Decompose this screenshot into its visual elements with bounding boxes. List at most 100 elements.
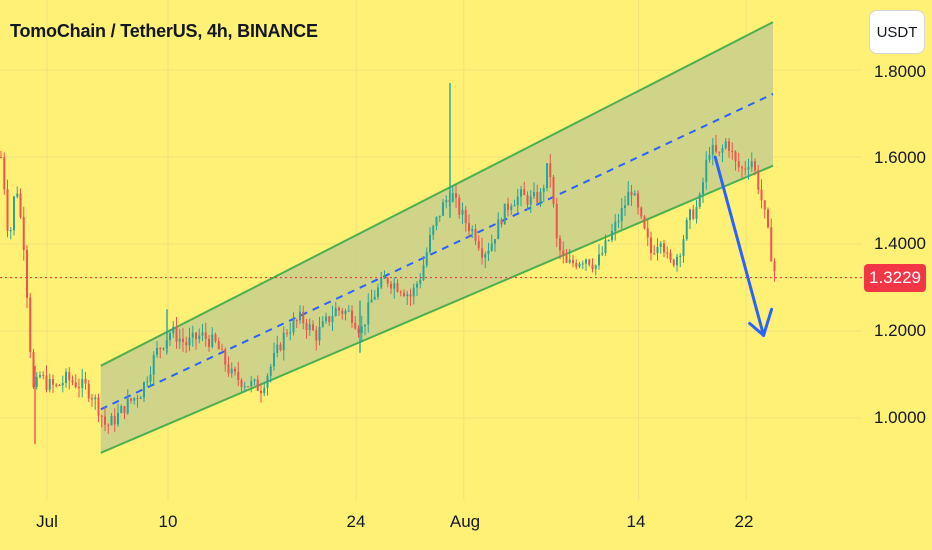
- candle-body: [308, 324, 311, 331]
- candle-body: [370, 299, 373, 303]
- candle-body: [217, 341, 220, 350]
- candle-body: [97, 397, 100, 416]
- candle-body: [48, 378, 51, 390]
- candle-body: [692, 209, 695, 219]
- candle-body: [471, 229, 474, 232]
- candle-body: [377, 287, 379, 297]
- candle-body: [325, 316, 327, 322]
- projection-arrow-shaft: [713, 155, 766, 337]
- candle-body: [559, 238, 561, 251]
- candle-body: [94, 397, 97, 400]
- candle-body: [152, 354, 155, 375]
- candle-body: [763, 200, 766, 210]
- candle-body: [156, 347, 158, 355]
- candle-body: [87, 383, 90, 399]
- candle-body: [474, 229, 477, 241]
- candle-body: [117, 412, 119, 425]
- candle-body: [698, 194, 701, 207]
- candle-body: [22, 216, 25, 251]
- candle-body: [182, 338, 184, 343]
- candle-body: [445, 200, 448, 203]
- candle-body: [575, 263, 578, 267]
- candle-body: [295, 320, 298, 322]
- candle-body: [728, 141, 730, 151]
- candle-body: [331, 316, 334, 322]
- candle-body: [679, 255, 682, 257]
- candle-body: [536, 192, 539, 203]
- candle-body: [643, 216, 646, 229]
- candle-body: [279, 344, 282, 351]
- chart-title: TomoChain / TetherUS, 4h, BINANCE: [10, 21, 318, 41]
- candle-body: [247, 386, 249, 388]
- y-tick-label: 1.4000: [874, 234, 926, 253]
- candle-body: [581, 263, 584, 265]
- candle-body: [13, 196, 15, 231]
- candle-body: [204, 332, 207, 339]
- candle-body: [568, 259, 571, 263]
- candle-body: [286, 332, 288, 334]
- candle-body: [107, 424, 110, 426]
- candle-body: [695, 206, 698, 219]
- candle-body: [630, 191, 633, 196]
- candle-body: [572, 259, 574, 264]
- x-tick-label: 22: [734, 512, 754, 531]
- candle-body: [637, 193, 639, 208]
- candle-body: [578, 263, 581, 267]
- candle-body: [617, 221, 620, 223]
- candle-body: [344, 310, 347, 314]
- candle-body: [9, 230, 12, 232]
- candle-body: [458, 197, 461, 215]
- candle-body: [406, 294, 409, 297]
- candle-body: [32, 352, 35, 388]
- candle-body: [497, 219, 500, 240]
- candle-body: [100, 415, 103, 417]
- candle-body: [178, 338, 181, 342]
- candle-body: [240, 379, 243, 387]
- candle-body: [393, 283, 396, 289]
- candle-body: [669, 252, 672, 260]
- candle-body: [734, 151, 737, 162]
- candle-body: [494, 239, 496, 244]
- candle-body: [269, 366, 272, 376]
- candle-body: [347, 310, 350, 312]
- candle-body: [546, 163, 548, 188]
- candle-body: [289, 332, 292, 334]
- candle-body: [162, 348, 165, 350]
- x-tick-label: 10: [158, 512, 178, 531]
- candle-body: [149, 374, 152, 382]
- candle-body: [438, 215, 441, 218]
- candle-body: [523, 189, 526, 196]
- candle-body: [588, 259, 591, 265]
- candle-body: [191, 332, 194, 338]
- candle-body: [0, 157, 2, 158]
- candle-body: [484, 254, 487, 258]
- x-tick-label: Aug: [449, 512, 481, 531]
- candle-body: [731, 150, 734, 152]
- candle-body: [65, 371, 67, 384]
- candle-body: [282, 332, 285, 351]
- channel-midline: [100, 93, 774, 411]
- candle-body: [367, 302, 370, 325]
- candle-body: [513, 205, 516, 207]
- candle-body: [468, 223, 470, 232]
- candle-body: [601, 253, 604, 255]
- candle-body: [659, 243, 662, 247]
- candle-body: [81, 378, 84, 389]
- candle-body: [767, 209, 769, 228]
- candle-body: [234, 368, 236, 372]
- candle-body: [123, 406, 126, 414]
- candle-body: [702, 182, 704, 195]
- y-tick-label: 1.2000: [874, 321, 926, 340]
- candle-body: [685, 220, 688, 240]
- currency-button[interactable]: USDT: [869, 10, 925, 54]
- candle-body: [136, 397, 139, 400]
- candle-body: [721, 148, 724, 153]
- candle-body: [253, 379, 256, 382]
- candle-body: [747, 167, 750, 170]
- candle-body: [52, 378, 54, 385]
- candle-body: [633, 193, 636, 196]
- candle-body: [516, 196, 519, 206]
- candle-body: [539, 191, 542, 203]
